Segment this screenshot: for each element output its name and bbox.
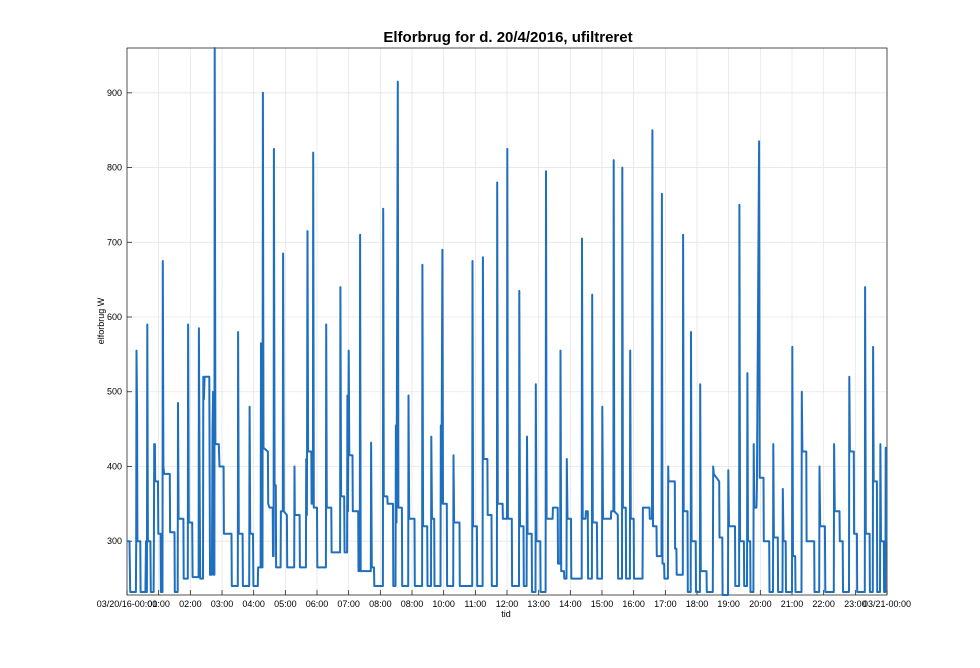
x-tick-label: 22:00 [812,599,835,609]
x-tick-label: 16:00 [622,599,645,609]
x-tick-label: 11:00 [464,599,486,609]
y-tick-label: 900 [107,88,122,98]
x-tick-label: 19:00 [717,599,740,609]
x-axis-label: tid [501,609,511,619]
x-tick-label: 15:00 [591,599,614,609]
y-tick-label: 300 [107,536,122,546]
y-tick-label: 800 [107,163,122,173]
x-tick-label: 10:00 [432,599,455,609]
y-tick-label: 600 [107,312,122,322]
x-tick-label: 07:00 [337,599,360,609]
y-tick-label: 400 [107,461,122,471]
x-tick-label: 04:00 [242,599,265,609]
y-tick-label: 500 [107,387,122,397]
x-tick-label: 03/20/16-00:00 [97,599,158,609]
x-tick-label: 05:00 [274,599,297,609]
chart-title: Elforbrug for d. 20/4/2016, ufiltreret [383,29,632,46]
y-tick-label: 700 [107,237,122,247]
y-axis-ticks: 300 400 500 600 700 800 900 [107,88,132,546]
x-tick-label: 23:00 [844,599,867,609]
x-tick-label: 20:00 [749,599,772,609]
x-tick-label: 21:00 [781,599,804,609]
x-tick-label: 03:00 [211,599,234,609]
x-tick-label: 13:00 [527,599,550,609]
x-tick-label: 03/21-00:00 [863,599,911,609]
x-tick-label: 18:00 [686,599,709,609]
x-tick-label: 12:00 [496,599,519,609]
y-axis-label: elforbrug W [96,297,106,344]
x-tick-label: 17:00 [654,599,677,609]
x-tick-label: 02:00 [179,599,202,609]
series-line [127,47,888,596]
x-tick-label: 08:00 [369,599,392,609]
x-tick-label: 08:00 [401,599,424,609]
x-tick-label: 06:00 [306,599,329,609]
x-tick-label: 14:00 [559,599,582,609]
x-tick-label: 01:00 [147,599,170,609]
